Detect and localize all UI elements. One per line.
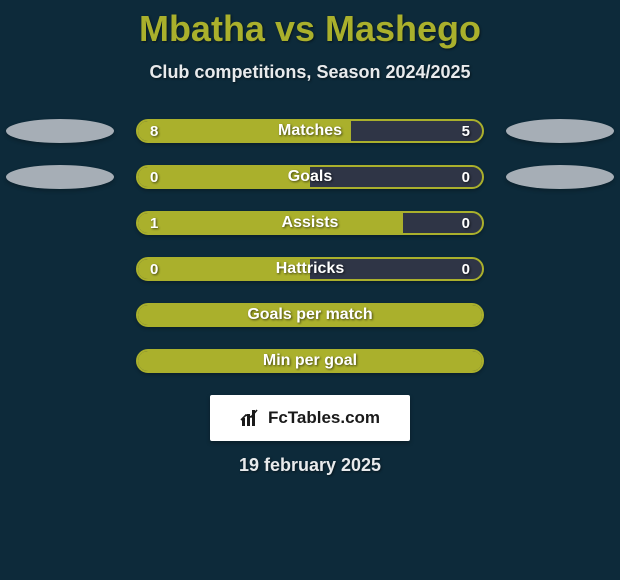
player-shadow-left: [6, 119, 114, 143]
stat-label: Hattricks: [138, 259, 482, 279]
player-shadow-left: [6, 165, 114, 189]
player-shadow-right: [506, 119, 614, 143]
stat-label: Goals per match: [138, 305, 482, 325]
subtitle: Club competitions, Season 2024/2025: [0, 62, 620, 83]
stat-row: 00Hattricks: [6, 257, 614, 281]
fctables-logo: FcTables.com: [210, 395, 410, 441]
stats-list: 85Matches 00Goals 10Assists 00Hattricks Goal…: [0, 119, 620, 373]
stat-bar: Goals per match: [136, 303, 484, 327]
stat-row: 00Goals: [6, 165, 614, 189]
date-line: 19 february 2025: [0, 455, 620, 476]
stat-row: Goals per match: [6, 303, 614, 327]
player-shadow-right: [506, 165, 614, 189]
stat-label: Matches: [138, 121, 482, 141]
stat-row: 10Assists: [6, 211, 614, 235]
stat-label: Min per goal: [138, 351, 482, 371]
stat-bar: 10Assists: [136, 211, 484, 235]
stat-bar: 00Goals: [136, 165, 484, 189]
stat-bar: 85Matches: [136, 119, 484, 143]
comparison-card: Mbatha vs Mashego Club competitions, Sea…: [0, 0, 620, 580]
stat-row: 85Matches: [6, 119, 614, 143]
stat-bar: Min per goal: [136, 349, 484, 373]
stat-label: Assists: [138, 213, 482, 233]
stat-label: Goals: [138, 167, 482, 187]
page-title: Mbatha vs Mashego: [0, 8, 620, 50]
logo-text: FcTables.com: [268, 408, 380, 428]
stat-row: Min per goal: [6, 349, 614, 373]
stat-bar: 00Hattricks: [136, 257, 484, 281]
chart-icon: [240, 408, 262, 428]
